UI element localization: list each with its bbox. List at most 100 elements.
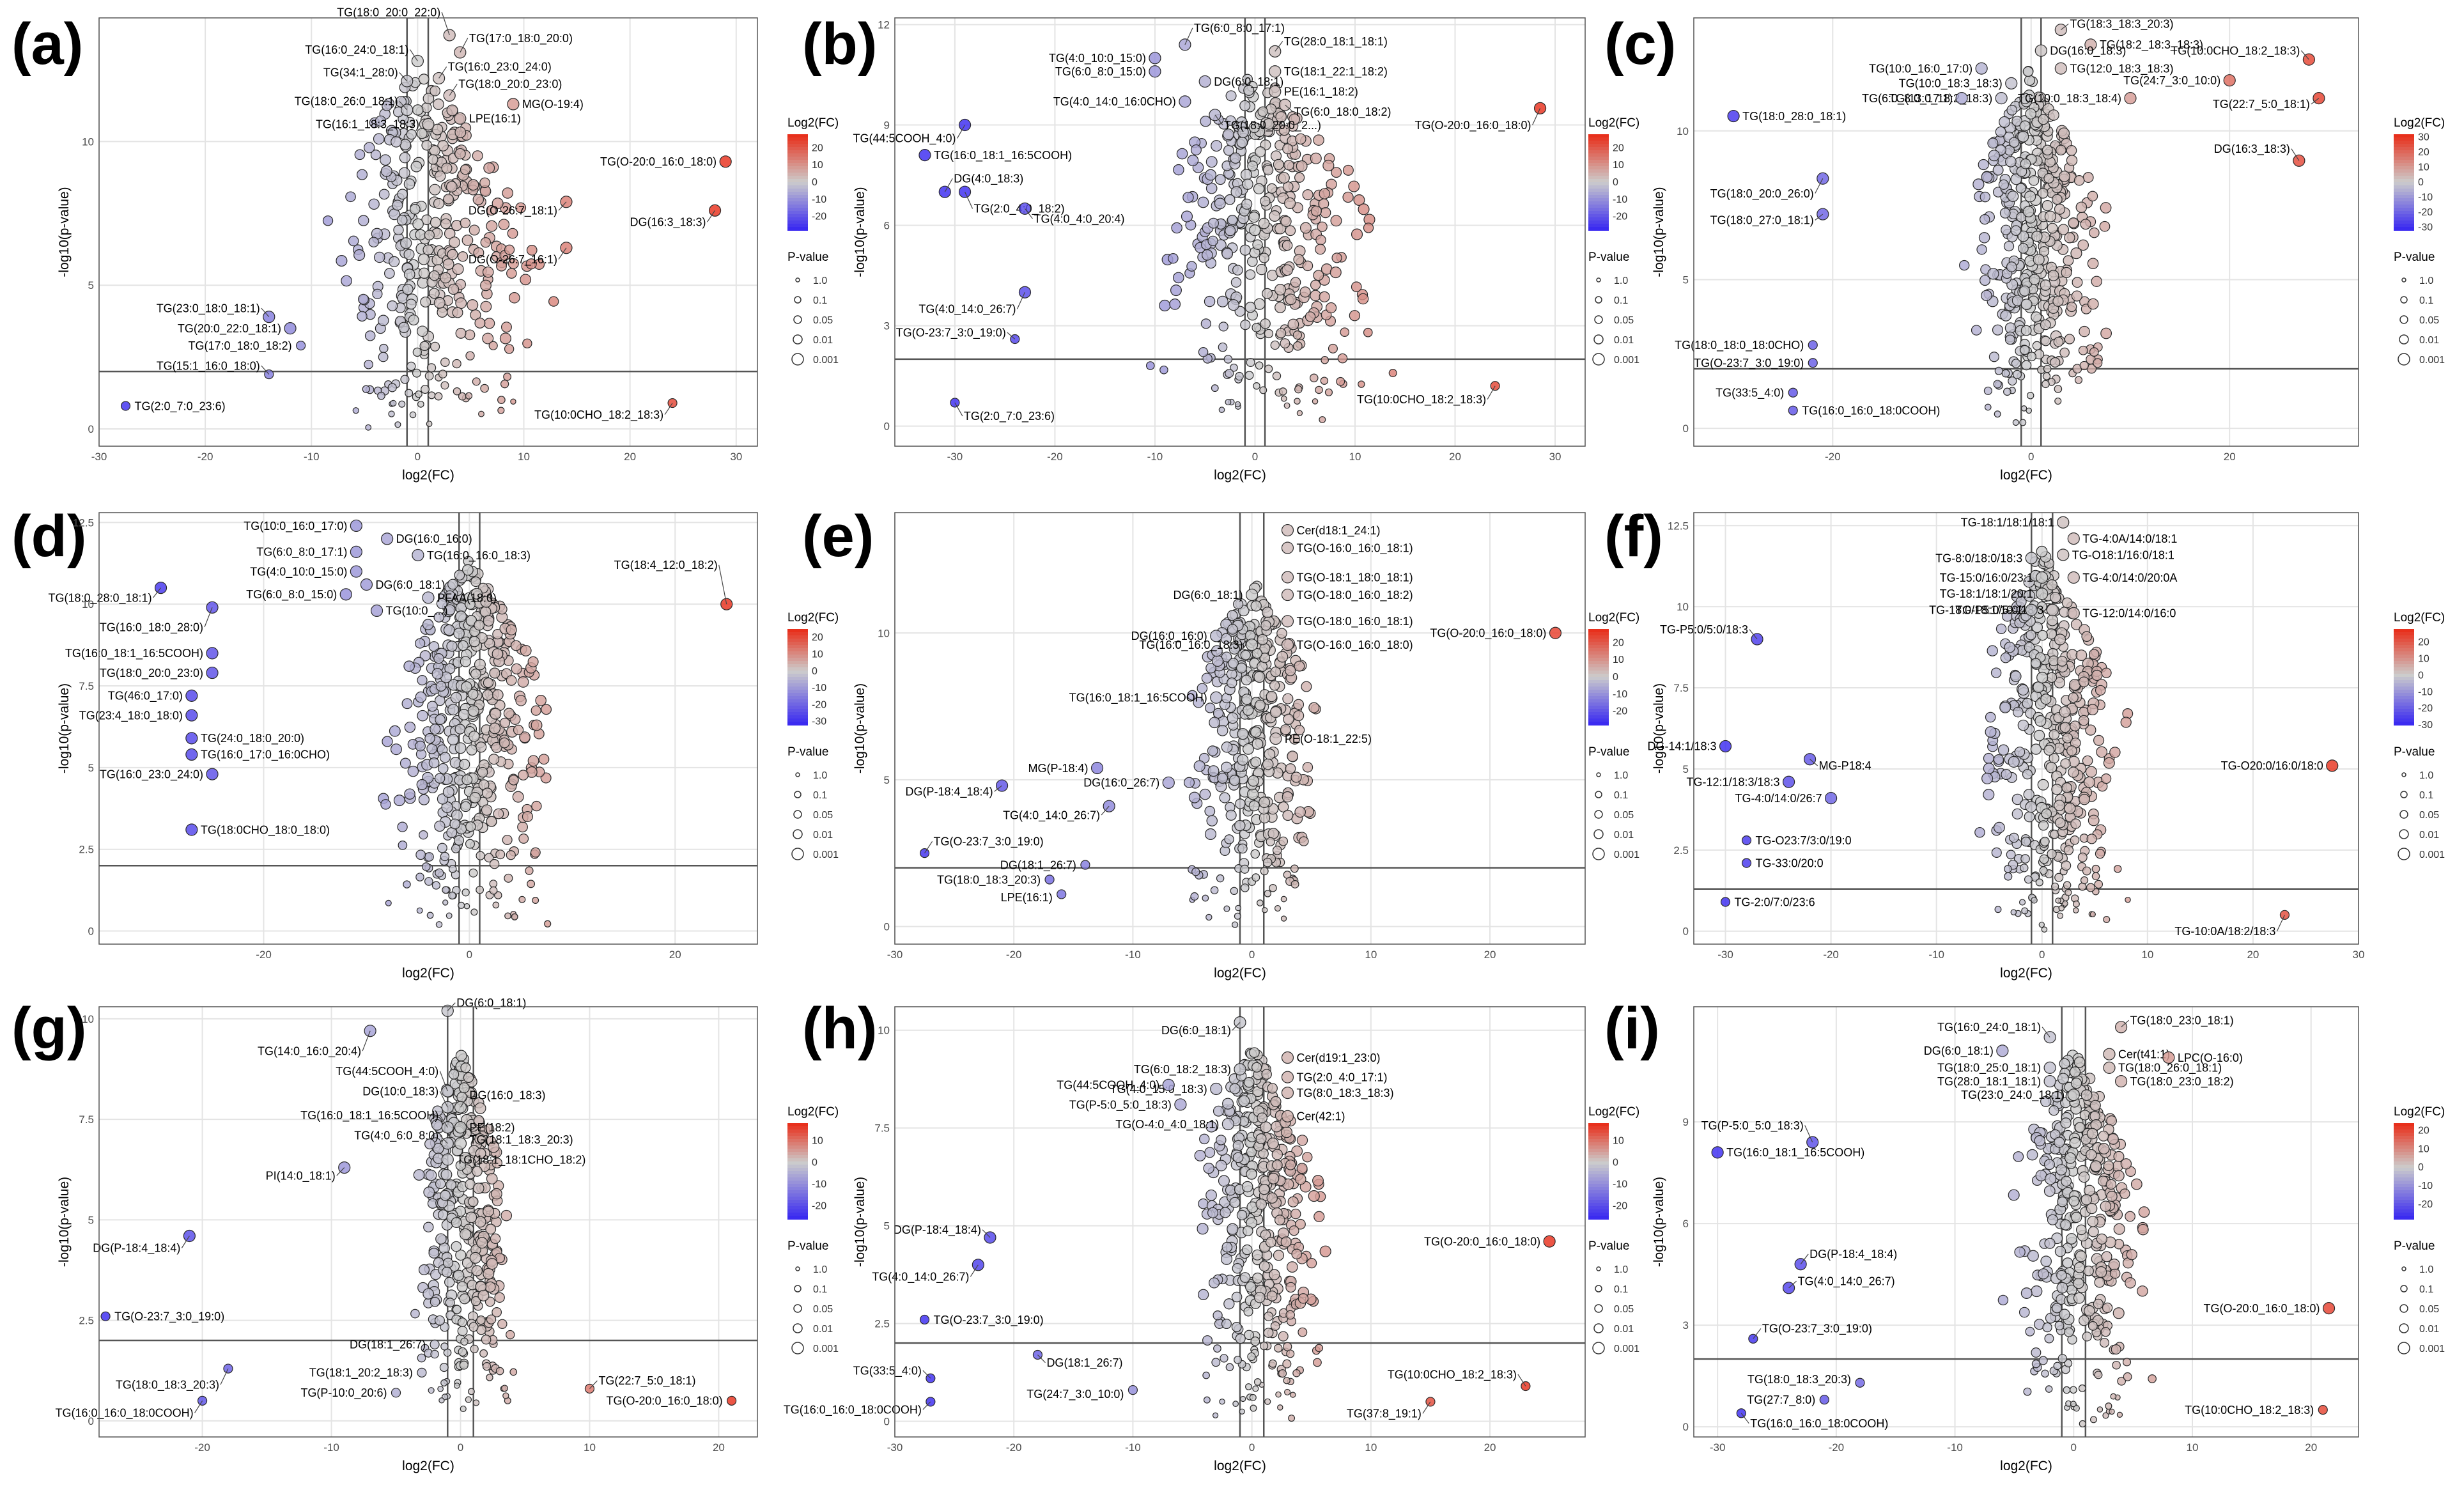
data-point [1987,268,1999,280]
data-point [1279,387,1287,396]
point-label: TG(18:0_27:0_18:1) [1710,214,1814,228]
data-point [1220,1253,1233,1265]
data-point [2088,814,2100,826]
labelled-point [1080,860,1090,870]
colorbar-tick: -10 [2418,192,2433,203]
data-point [1228,775,1241,786]
data-point [2085,766,2097,778]
data-point [2113,865,2122,873]
data-point [506,1330,515,1340]
data-point [412,347,422,357]
data-point [1208,1277,1220,1289]
data-point [2064,1327,2074,1337]
data-point [1257,106,1268,117]
data-point [431,123,444,136]
data-point [460,164,471,175]
point-label: DG(O-26:7_16:1) [469,253,557,267]
data-point [1284,197,1296,209]
data-point [1994,366,2003,375]
data-point [2087,190,2098,202]
point-label: TG(4:0_14:0_26:7) [1798,1275,1895,1289]
data-point [490,1233,501,1245]
labelled-point [1221,1117,1234,1131]
data-point [446,640,458,652]
data-point [2066,155,2078,166]
data-point [422,619,434,630]
data-point [1241,694,1253,705]
data-point [488,341,498,350]
x-tick-label: 20 [713,1441,725,1454]
data-point [1224,834,1234,844]
data-point [430,1296,440,1307]
data-point [370,150,382,160]
data-point [2057,912,2064,919]
data-point [2075,649,2088,661]
data-point [2034,715,2047,727]
data-point [1978,159,1989,171]
x-axis-title: log2(FC) [2000,966,2052,981]
data-point [448,865,457,873]
data-point [460,656,471,667]
data-point [1995,126,2006,137]
labelled-point [2054,62,2067,75]
data-point [403,249,415,260]
point-label: DG(6:0_18:1) [1924,1044,1994,1058]
labelled-point [454,1121,467,1134]
point-label: TG(18:0_20:0_26:0) [1710,187,1814,201]
data-point [1265,1236,1276,1248]
data-point [1183,777,1195,788]
data-point [1240,320,1251,330]
data-point [398,841,408,850]
point-label: TG(8:0_18:3_18:3) [1296,1087,1393,1100]
panel-i: (i)-30 -20 -10 0 10 200369TG(O-20:0_16:0_18:0… [1604,996,2445,1473]
label-leader [2300,50,2309,60]
data-point [451,1241,462,1252]
point-label: TG(22:7_5:0_18:1) [598,1374,695,1388]
data-point [522,811,533,823]
point-label: TG(17:0_18:0_20:0) [469,32,573,45]
labelled-point [919,1314,930,1325]
point-label: TG(O-18:0_16:0_18:1) [1296,615,1413,628]
labelled-point [2067,532,2080,545]
label-leader [1275,41,1283,52]
data-point [497,1319,508,1330]
y-tick-label: 5 [1683,274,1689,286]
data-point [2068,679,2081,691]
p-legend-label: 0.001 [813,1344,839,1354]
data-point [451,844,461,853]
data-point [1267,1137,1279,1149]
data-point [2102,1412,2109,1419]
data-point [2087,258,2099,270]
data-point [2038,921,2045,928]
point-label: DG(18:1_26:7) [350,1339,426,1352]
data-point [2095,1266,2107,1278]
data-point [1239,244,1251,256]
data-point [2056,656,2068,667]
p-legend-title: P-value [1588,745,1629,759]
p-legend-label: 1.0 [2419,275,2433,286]
data-point [2022,66,2034,77]
y-tick-label: 10 [1677,125,1689,137]
data-point [1212,1412,1219,1418]
data-point [1259,796,1270,809]
data-point [2047,849,2057,859]
panel-a: (a)-30 -20 -10 0 10 20 300510TG(O-20:0_16:0_18… [12,6,839,483]
data-point [403,660,415,672]
data-point [2082,755,2093,766]
data-point [442,786,454,798]
y-axis-title: -log10(p-value) [853,187,867,277]
data-point [1181,210,1193,222]
p-legend-label: 0.01 [2419,830,2439,841]
labelled-point [1044,874,1055,885]
data-point [1274,904,1282,912]
data-point [1250,1404,1257,1412]
colorbar-segment [787,160,808,164]
p-legend-circle [2400,791,2408,798]
label-leader [664,403,673,415]
data-point [456,1281,468,1292]
data-point [1269,210,1281,222]
data-point [2036,671,2049,684]
labelled-point [1782,775,1795,788]
data-point [1244,1281,1257,1293]
y-tick-label: 10 [878,627,890,639]
